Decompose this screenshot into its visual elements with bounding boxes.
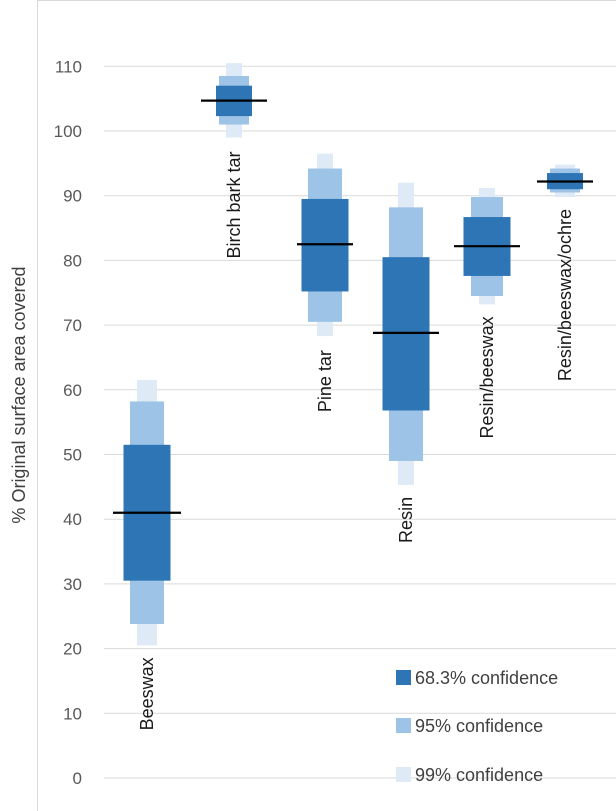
y-tick-label: 40 [63, 510, 82, 529]
category-label-0: Beeswax [137, 657, 157, 730]
y-tick-label: 80 [63, 251, 82, 270]
y-tick-label: 30 [63, 575, 82, 594]
legend-swatch-2 [396, 767, 411, 782]
y-tick-label: 90 [63, 187, 82, 206]
legend-swatch-1 [396, 718, 411, 733]
category-label-2: Pine tar [315, 350, 335, 412]
category-label-3: Resin [396, 497, 416, 543]
legend-label-1: 95% confidence [415, 716, 543, 736]
y-tick-label: 70 [63, 316, 82, 335]
y-tick-label: 60 [63, 381, 82, 400]
chart-border [37, 0, 616, 811]
gridlines [104, 65, 616, 779]
category-label-5: Resin/beeswax/ochre [555, 209, 575, 381]
y-tick-label: 10 [63, 704, 82, 723]
plot-area [113, 63, 593, 646]
y-axis-title: % Original surface area covered [9, 266, 29, 523]
y-tick-label: 20 [63, 640, 82, 659]
y-tick-label: 110 [55, 57, 82, 76]
y-tick-label: 100 [54, 122, 82, 141]
legend-label-2: 99% confidence [415, 765, 543, 785]
legend-swatch-0 [396, 670, 411, 685]
legend: 68.3% confidence 95% confidence 99% confid… [396, 668, 558, 785]
y-tick-label: 0 [73, 769, 82, 788]
y-tick-label: 50 [63, 446, 82, 465]
legend-label-0: 68.3% confidence [415, 668, 558, 688]
category-labels: Beeswax Birch bark tar Pine tar Resin Resin/… [137, 151, 575, 730]
category-label-4: Resin/beeswax [477, 316, 497, 438]
y-tick-labels: 0 10 20 30 40 50 60 70 80 90 100 110 [54, 57, 82, 788]
category-label-1: Birch bark tar [224, 151, 244, 258]
